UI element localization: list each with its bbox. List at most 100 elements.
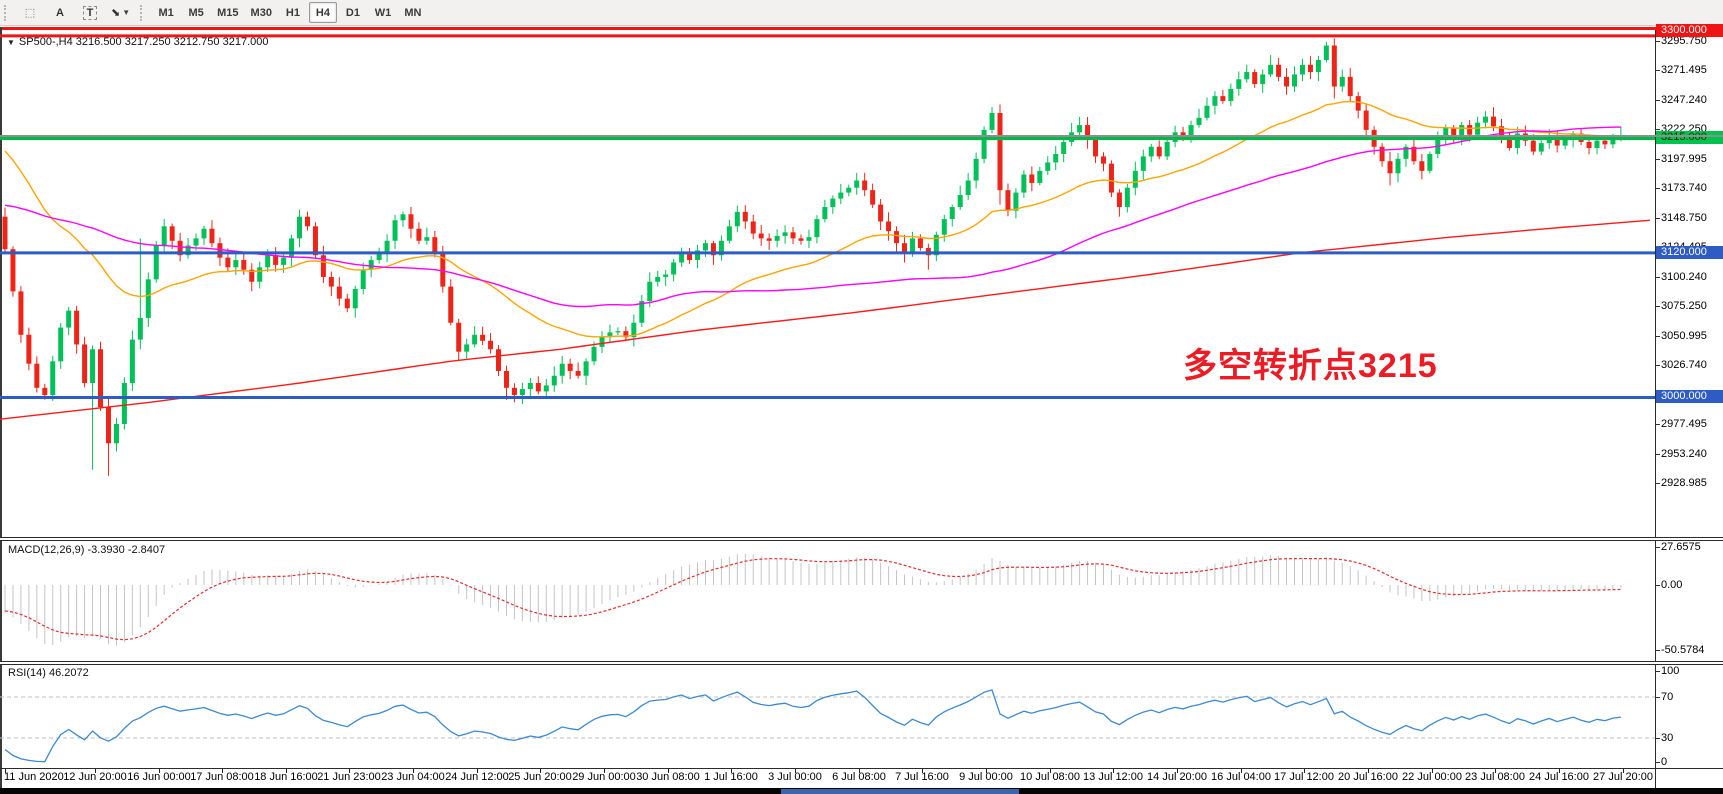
candle-up: [1483, 116, 1489, 123]
timeframe-button-w1[interactable]: W1: [374, 6, 392, 19]
candle-up: [822, 207, 828, 220]
timeframe-button-m15[interactable]: M15: [217, 6, 239, 19]
taskbar-segment[interactable]: [0, 789, 781, 794]
time-axis-label: 17 Jun 08:00: [190, 771, 254, 783]
pane-divider-rsi[interactable]: [0, 661, 1723, 665]
candle-up: [289, 238, 295, 258]
candle-down: [687, 252, 693, 261]
candle-down: [1331, 45, 1337, 87]
candle-down: [1005, 190, 1011, 211]
timeframe-button-d1[interactable]: D1: [345, 6, 360, 19]
rsi-axis-label: 0: [1661, 756, 1668, 768]
time-axis-label: 13 Jul 12:00: [1083, 771, 1143, 783]
snap-grid-icon[interactable]: ⬚: [24, 7, 36, 19]
timeframe-button-h1[interactable]: H1: [285, 6, 300, 19]
rsi-axis-tick: [1655, 738, 1660, 739]
price-axis-label: 3100.240: [1661, 270, 1707, 283]
timeframe-button-m5[interactable]: M5: [188, 6, 204, 19]
candle-up: [1140, 156, 1146, 171]
candle-down: [42, 387, 48, 396]
timeframe-button-h4[interactable]: H4: [308, 2, 337, 23]
time-axis-tick: [413, 769, 414, 773]
macd-axis-label: 27.6575: [1661, 541, 1701, 553]
price-axis-tick: [1655, 365, 1660, 367]
text-label-icon[interactable]: A: [56, 6, 64, 19]
time-axis-tick: [1241, 769, 1242, 773]
candle-down: [217, 243, 223, 258]
macd-label: MACD(12,26,9) -3.3930 -2.8407: [8, 544, 166, 556]
time-axis-tick: [286, 769, 287, 773]
price-axis-label: 2928.985: [1661, 477, 1707, 490]
candle-down: [901, 243, 907, 253]
collapse-triangle-icon[interactable]: ▼: [7, 38, 15, 47]
dropdown-caret-icon[interactable]: ▼: [122, 8, 131, 17]
candle-up: [161, 226, 167, 246]
time-axis-tick: [1050, 769, 1051, 773]
candle-up: [185, 245, 191, 256]
rsi-axis-label: 100: [1661, 665, 1680, 677]
taskbar-top-border: [0, 788, 1723, 790]
candle-up: [1244, 72, 1250, 80]
price-axis-tick: [1655, 424, 1660, 426]
candle-down: [98, 349, 104, 408]
candle-down: [304, 216, 310, 227]
candle-down: [440, 252, 446, 287]
timeframe-button-mn[interactable]: MN: [404, 6, 422, 19]
time-axis-label: 24 Jun 12:00: [445, 771, 509, 783]
macd-axis-label: -50.5784: [1661, 644, 1705, 656]
candle-up: [281, 257, 287, 265]
candle-down: [273, 255, 279, 265]
candle-up: [1610, 138, 1616, 145]
candle-up: [1045, 162, 1051, 171]
candle-up: [1538, 143, 1544, 152]
candle-down: [1284, 76, 1290, 87]
candle-up: [90, 349, 96, 384]
toolbar-grip-2[interactable]: [140, 4, 147, 21]
price-axis-label: 3197.995: [1661, 152, 1707, 165]
price-axis-tick: [1655, 276, 1660, 278]
candle-down: [766, 238, 772, 241]
candle-up: [233, 260, 239, 268]
candle-up: [957, 194, 963, 208]
chart-annotation-text: 多空转折点3215: [1183, 347, 1438, 385]
toolbar-grip[interactable]: [4, 4, 11, 21]
time-axis-label: 6 Jul 08:00: [832, 771, 886, 783]
candle-up: [647, 281, 653, 302]
candle-up: [66, 310, 72, 328]
price-axis-tick: [1655, 41, 1660, 42]
ma-line-ema-fast: [4, 100, 1621, 338]
arrow-objects-icon[interactable]: ⬊ ▼: [111, 7, 131, 19]
candle-down: [1554, 135, 1560, 146]
time-axis-tick: [1368, 769, 1369, 773]
time-axis-label: 9 Jul 00:00: [959, 771, 1013, 783]
candle-up: [1236, 79, 1242, 89]
time-axis-label: 16 Jul 04:00: [1211, 771, 1271, 783]
candle-up: [384, 240, 390, 255]
candle-down: [416, 228, 422, 241]
candle-down: [34, 363, 40, 388]
time-axis-label: 16 Jun 00:00: [127, 771, 191, 783]
candle-up: [1013, 192, 1019, 211]
candle-up: [1514, 133, 1520, 148]
timeframe-button-m1[interactable]: M1: [158, 6, 174, 19]
pane-divider-macd[interactable]: [0, 537, 1723, 541]
price-axis-label: 3075.250: [1661, 300, 1707, 313]
text-box-icon[interactable]: T: [76, 2, 104, 23]
macd-indicator-pane[interactable]: [0, 541, 1655, 661]
candle-up: [559, 363, 565, 376]
rsi-indicator-pane[interactable]: [0, 665, 1655, 768]
candle-up: [1212, 96, 1218, 106]
taskbar-segment[interactable]: [1019, 789, 1723, 794]
candle-down: [1180, 132, 1186, 138]
candle-up: [1292, 74, 1298, 87]
time-axis-label: 18 Jun 16:00: [254, 771, 318, 783]
time-axis-tick: [859, 769, 860, 773]
candle-down: [511, 387, 517, 396]
main-price-chart[interactable]: [0, 30, 1655, 538]
candle-down: [448, 286, 454, 323]
candle-down: [1467, 125, 1473, 135]
macd-axis-label: 0.00: [1661, 579, 1683, 591]
candle-up: [1443, 127, 1449, 140]
timeframe-button-m30[interactable]: M30: [250, 6, 272, 19]
taskbar-segment[interactable]: [781, 789, 1019, 794]
